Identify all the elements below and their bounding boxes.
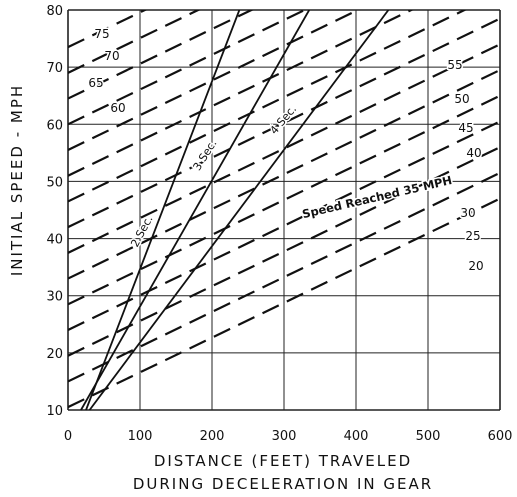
x-tick-label: 0 bbox=[64, 429, 72, 444]
y-tick-label: 80 bbox=[46, 4, 63, 19]
x-axis-title-line-1: DISTANCE (FEET) TRAVELED bbox=[154, 452, 412, 470]
speed-label: 25 bbox=[465, 229, 480, 243]
x-tick-label: 200 bbox=[200, 429, 225, 444]
x-axis-title-line-2: DURING DECELERATION IN GEAR bbox=[133, 475, 433, 493]
speed-label: 60 bbox=[110, 101, 125, 115]
speed-label: 75 bbox=[94, 27, 109, 41]
x-tick-label: 600 bbox=[488, 429, 513, 444]
time-line-label: 4 Sec. bbox=[267, 103, 299, 137]
speed-label: 45 bbox=[458, 121, 473, 135]
time-line bbox=[80, 10, 310, 411]
time-line bbox=[85, 10, 241, 411]
x-tick-label: 400 bbox=[344, 429, 369, 444]
x-tick-label: 100 bbox=[128, 429, 153, 444]
deceleration-time-lines bbox=[80, 10, 390, 411]
y-axis-title: INITIAL SPEED - MPH bbox=[8, 84, 26, 276]
grid bbox=[67, 9, 501, 411]
speed-label: 30 bbox=[460, 206, 475, 220]
y-tick-label: 40 bbox=[46, 233, 63, 248]
speed-label: 55 bbox=[447, 58, 462, 72]
y-tick-label: 20 bbox=[46, 347, 63, 362]
y-tick-label: 30 bbox=[46, 290, 63, 305]
y-tick-label: 60 bbox=[46, 118, 63, 133]
speed-label: 65 bbox=[88, 76, 103, 90]
y-tick-label: 50 bbox=[46, 175, 63, 190]
tick-labels: 0 100 200 300 400 500 600 10 20 30 40 50 60 70 80 bbox=[46, 4, 512, 444]
speed-label: 40 bbox=[466, 146, 481, 160]
x-tick-label: 300 bbox=[272, 429, 297, 444]
speed-label: 50 bbox=[454, 92, 469, 106]
time-line bbox=[88, 10, 390, 411]
speed-label: 70 bbox=[104, 49, 119, 63]
y-tick-label: 70 bbox=[46, 61, 63, 76]
time-line-label: 2 Sec. bbox=[128, 213, 155, 249]
x-tick-label: 500 bbox=[416, 429, 441, 444]
speed-label: 20 bbox=[468, 259, 483, 273]
y-tick-label: 10 bbox=[46, 404, 63, 419]
